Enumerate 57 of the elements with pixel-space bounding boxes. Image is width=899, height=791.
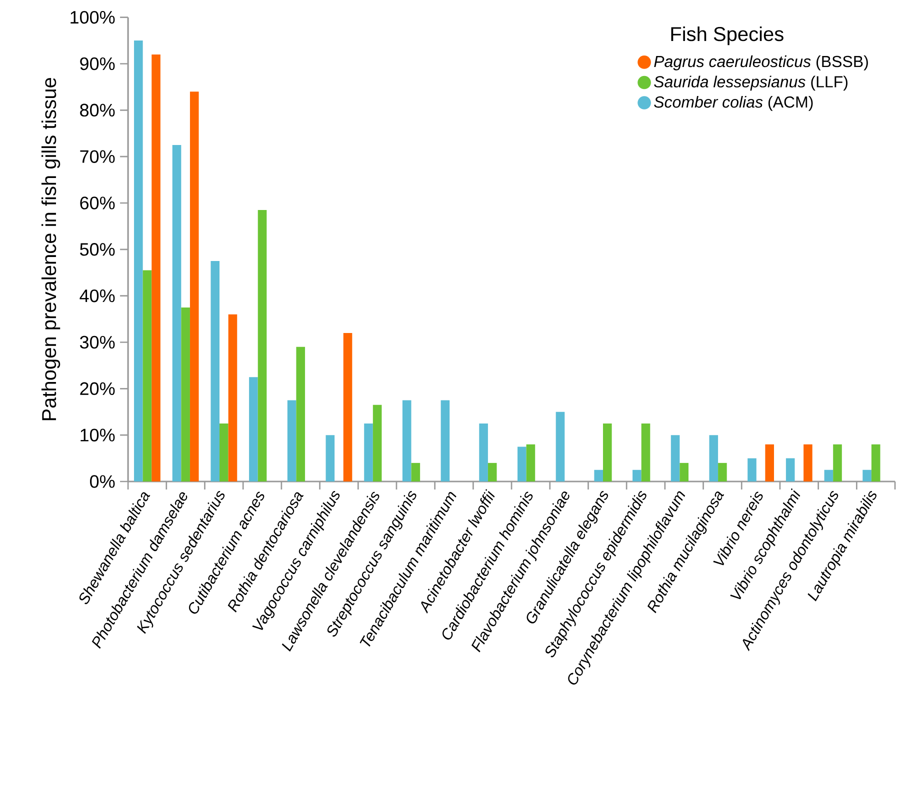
legend-title: Fish Species (671, 26, 784, 46)
y-tick-label: 40% (80, 289, 115, 302)
bar (871, 444, 880, 482)
bar (709, 435, 718, 482)
bar (228, 314, 238, 482)
bar (411, 462, 420, 482)
bar (765, 444, 774, 482)
bar (786, 458, 795, 482)
bar (190, 92, 199, 482)
bar (343, 332, 352, 482)
bar (220, 424, 228, 482)
y-tick-label: 30% (80, 336, 115, 349)
bar (402, 400, 412, 482)
bar (718, 462, 727, 482)
y-tick-label: 60% (80, 196, 115, 210)
bar (364, 424, 373, 482)
y-tick-label: 70% (80, 150, 115, 163)
bar (518, 446, 526, 482)
legend-label: Pagrus caeruleosticus (BSSB) (654, 55, 868, 70)
y-tick-label: 50% (80, 243, 115, 256)
bar (488, 462, 497, 482)
bar (258, 210, 267, 482)
bar (680, 462, 688, 482)
bar (804, 444, 812, 482)
bar (824, 470, 834, 482)
bar (326, 435, 335, 482)
legend-label: Scomber colias (ACM) (654, 96, 813, 111)
bar (181, 307, 190, 482)
bar (556, 412, 565, 482)
bar (748, 458, 756, 482)
bar (632, 470, 642, 482)
bar (670, 435, 680, 482)
bar (479, 424, 488, 482)
y-tick-label: 20% (80, 382, 115, 396)
bar (249, 377, 258, 482)
y-tick-label: 90% (80, 57, 115, 70)
bar (142, 270, 152, 482)
bar (833, 444, 842, 482)
bar (152, 54, 160, 482)
bar (594, 470, 603, 482)
bar (440, 400, 450, 482)
bar (603, 424, 612, 482)
bar (287, 400, 296, 482)
legend-label: Saurida lessepsianus (LLF) (654, 76, 848, 91)
bar (526, 444, 536, 482)
bar (172, 144, 182, 482)
y-tick-label: 100% (70, 10, 115, 24)
bar (641, 424, 650, 482)
y-tick-label: 80% (80, 104, 115, 117)
bar (862, 470, 872, 482)
y-axis-title: Pathogen prevalence in fish gills tissue (41, 78, 60, 420)
bar (296, 346, 306, 482)
y-tick-label: 10% (80, 428, 115, 442)
bar (372, 404, 382, 482)
bar (210, 261, 220, 482)
bar (134, 40, 143, 482)
y-tick-label: 0% (90, 475, 115, 488)
